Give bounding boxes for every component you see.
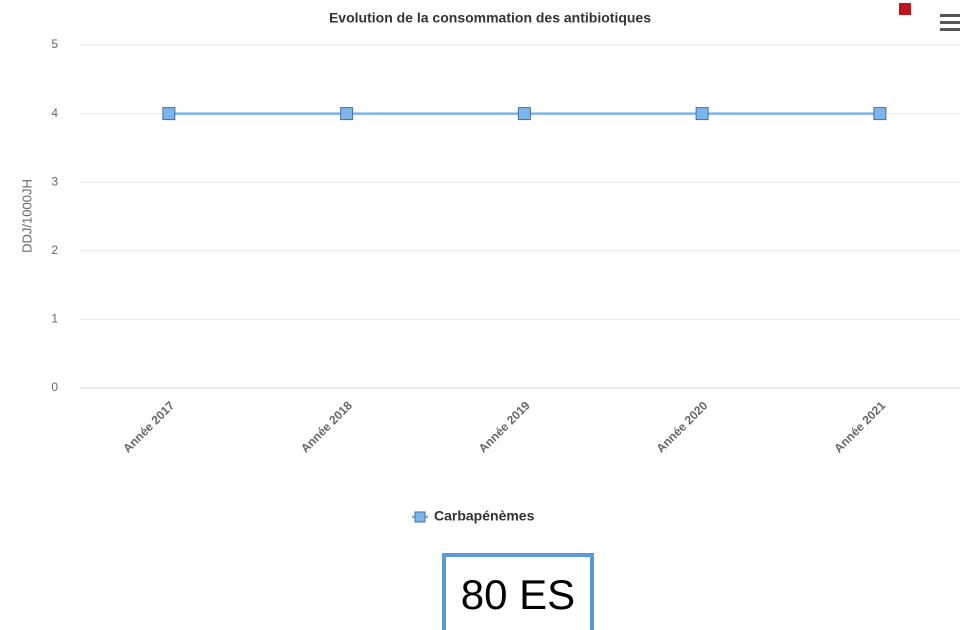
y-tick-label: 2 [51,243,58,257]
marker [695,107,709,121]
y-tick-label: 4 [51,106,58,120]
x-tick-label: Année 2021 [831,398,888,455]
annotation-box [442,553,594,630]
x-tick-label: Année 2018 [298,398,355,455]
marker [873,107,887,121]
y-tick-label: 5 [51,37,58,51]
legend-label: Carbapénèmes [434,508,535,524]
marker [340,107,354,121]
marker [517,107,531,121]
x-tick-label: Année 2019 [476,398,533,455]
y-tick-label: 0 [51,380,58,394]
marker [162,107,176,121]
y-tick-label: 1 [51,312,58,326]
chart-title: Evolution de la consommation des antibio… [329,10,651,26]
menu-icon[interactable] [940,14,960,31]
pdf-icon[interactable] [899,3,911,15]
annotation: 80 ES [461,571,575,618]
y-tick-label: 3 [51,174,58,188]
x-tick-label: Année 2017 [120,398,177,455]
x-tick-label: Année 2020 [653,398,710,455]
y-axis-label: DDJ/1000JH [19,179,34,253]
legend-marker [414,511,426,523]
